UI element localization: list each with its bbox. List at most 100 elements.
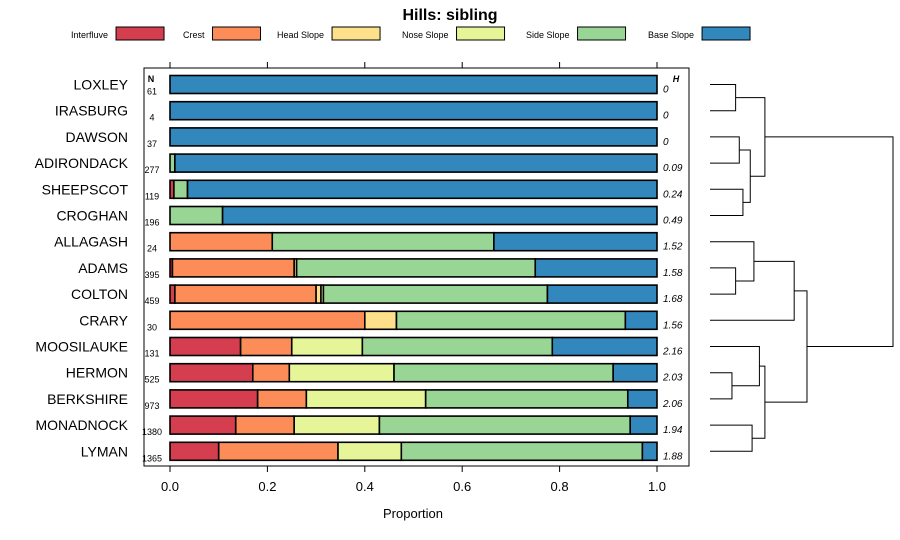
- bar-row-loxley: LOXLEY 61 0: [74, 74, 669, 97]
- dendrogram-link: [710, 372, 733, 400]
- n-value: 131: [144, 349, 159, 359]
- bar-row-berkshire: BERKSHIRE 973 2.06: [47, 389, 683, 411]
- category-label: LYMAN: [81, 443, 128, 459]
- chart-title: Hills: sibling: [402, 7, 497, 24]
- category-label: CROGHAN: [56, 208, 128, 224]
- bar-segment-base-slope: [626, 389, 658, 409]
- bar-segment-side-slope: [424, 389, 629, 409]
- category-label: CRARY: [79, 312, 128, 328]
- x-axis: 0.0 0.2 0.4 0.6 0.8 1.0: [161, 62, 666, 494]
- category-label: MOOSILAUKE: [35, 339, 128, 355]
- h-value: 2.16: [662, 347, 683, 358]
- category-label: BERKSHIRE: [47, 391, 128, 407]
- category-label: COLTON: [71, 286, 128, 302]
- category-label: IRASBURG: [55, 103, 128, 119]
- legend-label-nose-slope: Nose Slope: [402, 30, 449, 40]
- bar-row-sheepscot: SHEEPSCOT 119 0.24: [42, 179, 683, 201]
- bar-segment-nose-slope: [288, 362, 395, 383]
- bar-segment-nose-slope: [290, 336, 364, 357]
- dendrogram-link: [764, 290, 808, 403]
- n-value: 525: [144, 375, 159, 385]
- n-value: 973: [144, 401, 159, 411]
- h-value: 1.94: [663, 425, 683, 436]
- category-label: SHEEPSCOT: [42, 181, 129, 197]
- h-value: 0.49: [663, 216, 683, 227]
- h-value: 0: [663, 137, 669, 148]
- legend-label-head-slope: Head Slope: [277, 30, 324, 40]
- bar-segment-nose-slope: [305, 389, 427, 409]
- legend-swatch-interfluve: [115, 26, 165, 41]
- legend-label-interfluve: Interfluve: [71, 30, 108, 40]
- bar-segment-base-slope: [221, 205, 658, 226]
- bar-segment-side-slope: [395, 310, 627, 331]
- h-value: 1.58: [663, 268, 683, 279]
- bar-segment-base-slope: [534, 258, 658, 278]
- legend-swatch-base-slope: [701, 26, 751, 41]
- category-label: LOXLEY: [74, 77, 129, 93]
- dendrogram-link: [710, 424, 753, 452]
- n-value: 24: [147, 244, 157, 254]
- bar-segment-side-slope: [295, 258, 537, 278]
- n-value: 4: [149, 113, 154, 123]
- bar-row-allagash: ALLAGASH 24 1.52: [54, 231, 683, 254]
- legend-label-side-slope: Side Slope: [526, 30, 570, 40]
- bar-segment-interfluve: [169, 415, 237, 435]
- category-label: DAWSON: [66, 129, 128, 145]
- bar-segment-side-slope: [173, 179, 189, 200]
- n-value: 395: [144, 270, 159, 280]
- dendrogram: [710, 84, 894, 452]
- x-tick-label: 0.6: [453, 479, 471, 494]
- dendrogram-link: [710, 84, 737, 112]
- dendrogram-link: [710, 346, 760, 387]
- bar-segment-side-slope: [169, 205, 224, 226]
- dendrogram-link: [710, 188, 744, 216]
- bar-segment-side-slope: [322, 284, 549, 304]
- n-value: 37: [147, 139, 157, 149]
- h-column-header: H: [673, 74, 680, 84]
- h-value: 1.68: [663, 294, 683, 305]
- legend-swatch-head-slope: [331, 26, 381, 41]
- dendrogram-link: [710, 267, 737, 295]
- bar-segment-base-slope: [629, 415, 658, 435]
- bar-row-adirondack: ADIRONDACK 277 0.09: [35, 153, 683, 175]
- bar-segment-side-slope: [271, 231, 495, 252]
- bar-segment-nose-slope: [293, 415, 381, 435]
- x-tick-label: 0.0: [161, 479, 179, 494]
- dendrogram-link: [710, 136, 740, 164]
- bar-segment-base-slope: [169, 74, 658, 95]
- bar-segment-interfluve: [169, 336, 242, 357]
- bar-row-irasburg: IRASBURG 4 0: [55, 100, 669, 123]
- bar-segment-base-slope: [169, 100, 658, 121]
- bar-segment-crest: [169, 231, 274, 252]
- bar-segment-base-slope: [612, 362, 658, 383]
- x-tick-label: 0.8: [551, 479, 569, 494]
- bar-row-moosilauke: MOOSILAUKE 131 2.16: [35, 336, 683, 359]
- plot-panel: [143, 67, 690, 467]
- h-value: 2.06: [662, 399, 683, 410]
- dendrogram-link: [739, 149, 751, 203]
- h-value: 2.03: [662, 373, 683, 384]
- legend: Interfluve Crest Head Slope Nose Slope Side …: [71, 26, 751, 41]
- n-value: 119: [145, 191, 159, 201]
- n-value: 1365: [142, 453, 162, 463]
- n-value: 196: [144, 218, 159, 228]
- bar-segment-side-slope: [400, 441, 644, 462]
- h-value: 1.52: [663, 242, 683, 253]
- bar-segment-side-slope: [361, 336, 554, 357]
- bar-segment-side-slope: [378, 415, 632, 435]
- bar-segment-interfluve: [169, 389, 259, 409]
- bar-segment-base-slope: [641, 441, 658, 462]
- category-label: ALLAGASH: [54, 234, 128, 250]
- dendrogram-link: [710, 260, 795, 321]
- bar-segment-base-slope: [169, 127, 658, 147]
- bar-segment-base-slope: [174, 153, 658, 173]
- bar-segment-base-slope: [546, 284, 658, 304]
- bar-row-adams: ADAMS 395 1.58: [78, 258, 683, 280]
- bar-segment-crest: [169, 310, 366, 331]
- category-label: ADAMS: [78, 260, 128, 276]
- bar-row-dawson: DAWSON 37 0: [66, 127, 669, 149]
- n-value: 1380: [142, 427, 162, 437]
- bar-segment-crest: [174, 284, 317, 304]
- dendrogram-link: [764, 136, 894, 347]
